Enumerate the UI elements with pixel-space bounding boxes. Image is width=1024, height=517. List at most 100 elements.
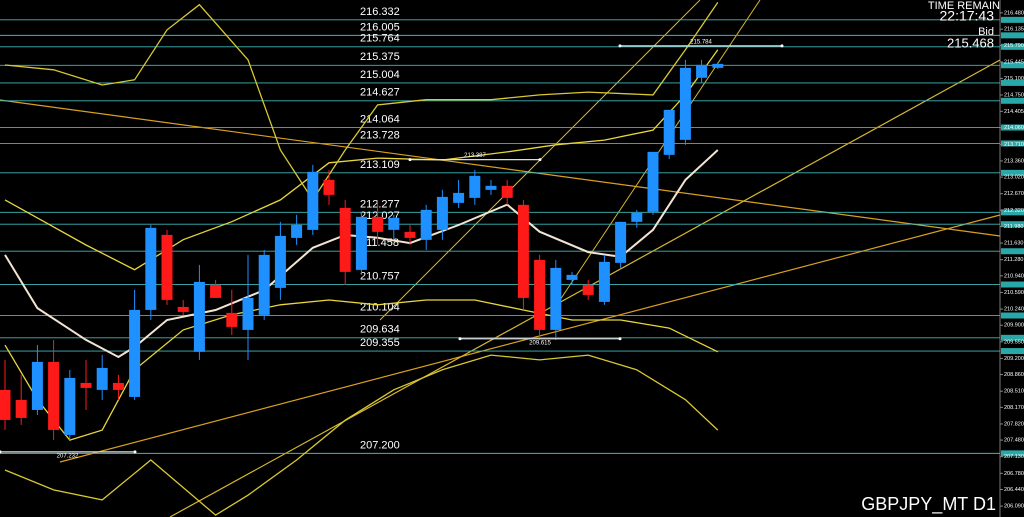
candle-body [679,67,691,140]
y-tick-label: 213.710 [1004,142,1024,148]
candle-body [372,216,384,232]
markers: 215.784 213.387 209.615 207.232 [0,39,784,459]
candle-body [436,196,448,230]
level-label: 215.764 [360,33,400,45]
level-label: 209.355 [360,337,400,349]
candle-body [663,109,675,155]
y-tick-label: 209.550 [1004,339,1024,345]
level-axis-box [1001,62,1024,69]
candle-body [80,382,92,388]
level-label: 215.375 [360,51,400,63]
candle-body [501,185,513,198]
y-tick-label: 216.480 [1004,10,1024,16]
candle-body [712,63,724,68]
candle-body [582,284,594,295]
candle-body [469,175,481,198]
candle-body [0,389,11,420]
indicator-line [4,299,719,441]
marker-end [618,337,622,341]
level-label: 207.200 [360,439,400,451]
y-tick-label: 215.100 [1004,76,1024,82]
marker-label: 215.784 [690,39,712,45]
y-tick-label: 213.360 [1004,158,1024,164]
level-label: 213.728 [360,129,400,141]
candle-body [210,284,222,298]
y-tick-label: 210.590 [1004,290,1024,296]
y-tick-label: 206.440 [1004,487,1024,493]
candle-body [129,309,141,397]
marker-end [458,337,462,341]
level-axis-box [1001,16,1024,23]
candle-body [631,212,643,222]
y-tick-label: 207.480 [1004,438,1024,444]
y-tick-label: 207.130 [1004,454,1024,460]
y-tick-label: 214.750 [1004,92,1024,98]
y-tick-label: 208.170 [1004,405,1024,411]
level-axis-box [1001,450,1024,457]
bid: 215.468 [947,35,994,50]
level-axis-box [1001,312,1024,319]
y-tick-label: 214.060 [1004,125,1024,131]
candle-body [696,64,708,78]
level-axis-box [1001,348,1024,355]
candle-body [355,216,367,270]
candle-body [161,234,173,300]
level-axis-box [1001,140,1024,147]
candle-body [388,217,400,230]
y-tick-label: 213.020 [1004,175,1024,181]
candle-body [96,367,108,390]
level-axis-box [1001,97,1024,104]
y-tick-label: 215.790 [1004,43,1024,49]
indicator-line [4,354,719,516]
candle-body [291,224,303,238]
level-axis-box [1001,169,1024,176]
candle-body [145,227,157,310]
candle-body [48,361,60,430]
y-tick-label: 208.510 [1004,389,1024,395]
level-axis-box [1001,248,1024,255]
marker-label: 209.615 [529,340,551,346]
level-label: 216.005 [360,21,400,33]
candle-body [534,259,546,330]
level-axis-box [1001,221,1024,228]
candle-body [15,399,27,418]
level-label: 210.757 [360,270,400,282]
candle-body [647,151,659,212]
candle-body [193,281,205,352]
level-label: 216.332 [360,6,400,18]
time-label: TIME REMAIN [928,0,1000,12]
candle-body [226,312,238,327]
time-remaining: 22:17:43 [940,8,995,24]
level-label: 214.627 [360,87,400,99]
y-tick-label: 206.090 [1004,504,1024,510]
marker-end [780,44,784,48]
level-label: 215.004 [360,69,400,81]
level-axis-box [1001,32,1024,39]
candle-body [177,306,189,312]
trend-line [559,0,761,301]
marker-end [538,158,542,162]
level-label: 209.634 [360,324,400,336]
candle-body [307,171,319,230]
candle-body [274,235,286,288]
level-axis-box [1001,334,1024,341]
level-axis-box [1001,209,1024,216]
candle-body [485,185,497,190]
candle-body [339,207,351,272]
candle-body [566,274,578,280]
y-tick-label: 209.200 [1004,356,1024,362]
y-tick-label: 211.280 [1004,257,1023,263]
level-label: 214.064 [360,113,400,125]
level-axis-box [1001,281,1024,288]
symbol: GBPJPY_MT D1 [861,494,996,515]
candle-body [323,179,335,195]
marker-end [133,450,137,454]
candle-body [615,221,627,263]
y-tick-label: 211.980 [1004,224,1023,230]
y-tick-label: 209.900 [1004,323,1024,329]
candle-body [64,377,76,435]
candle-body [598,261,610,302]
y-tick-label: 212.670 [1004,191,1024,197]
